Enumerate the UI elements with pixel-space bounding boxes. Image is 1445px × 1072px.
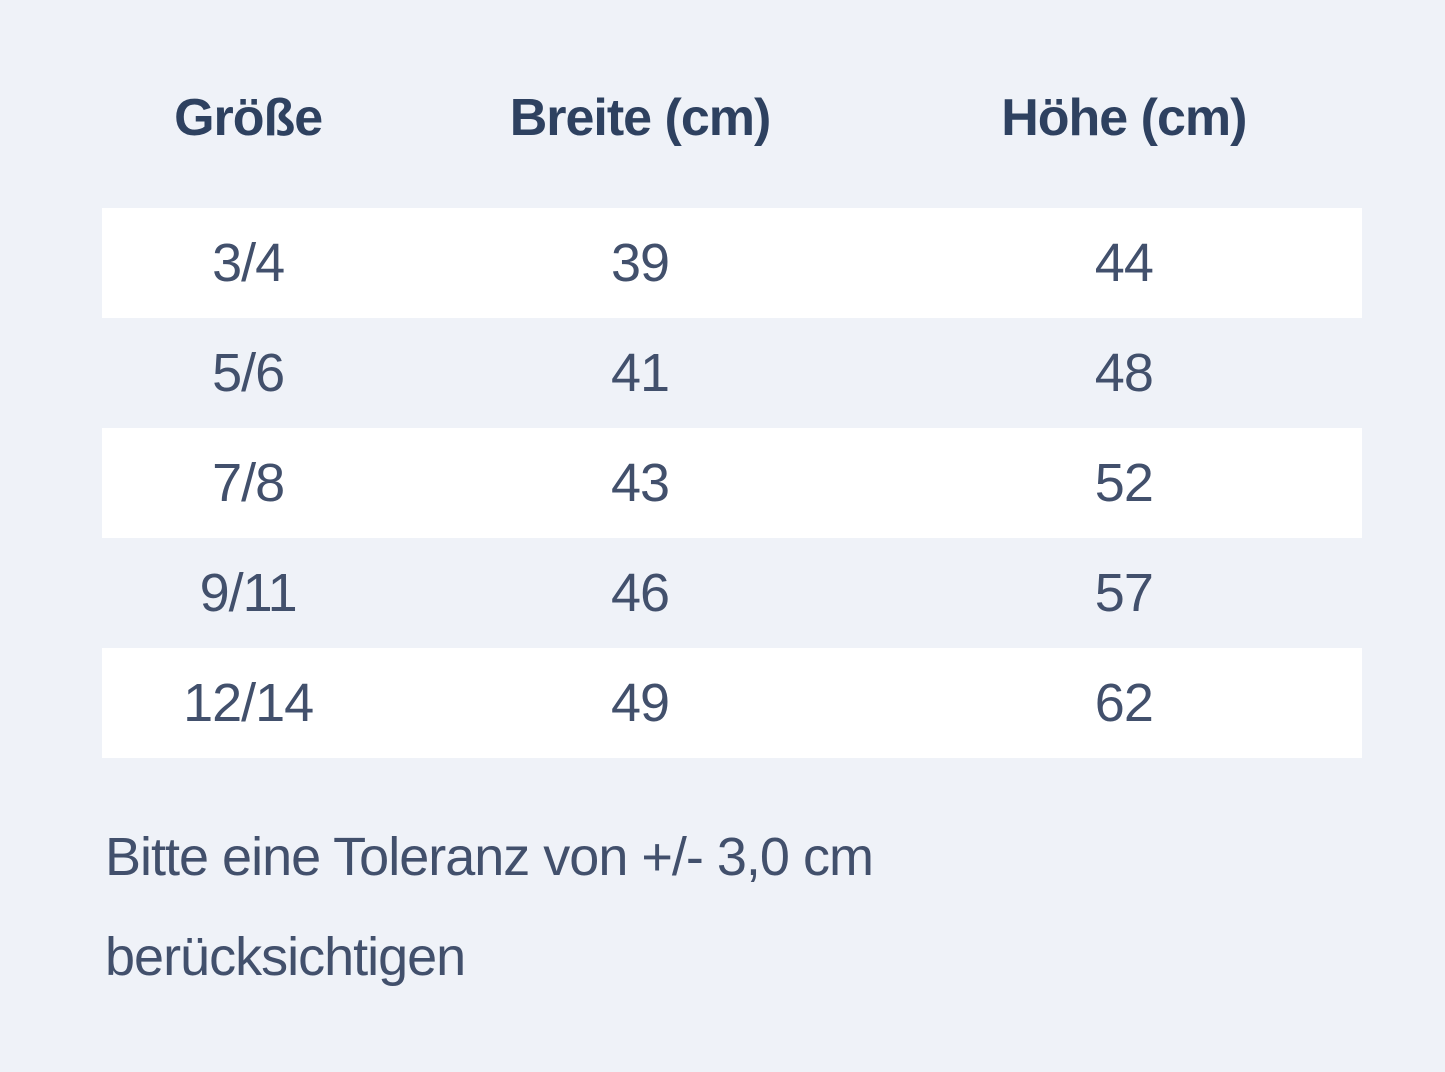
column-header-groesse: Größe: [174, 89, 323, 147]
cell-breite: 41: [610, 343, 670, 403]
size-chart-page: Größe Breite (cm) Höhe (cm) 3/4 39 44 5/…: [0, 62, 1445, 1072]
cell-size: 12/14: [183, 673, 314, 733]
cell-hoehe: 48: [1094, 343, 1154, 403]
size-table-header-row: Größe Breite (cm) Höhe (cm): [102, 62, 1362, 174]
cell-size: 9/11: [199, 563, 298, 623]
cell-breite: 43: [610, 453, 670, 513]
cell-hoehe: 44: [1094, 233, 1154, 293]
cell-hoehe: 52: [1094, 453, 1154, 513]
cell-breite: 49: [610, 673, 670, 733]
table-row: 5/6 41 48: [102, 318, 1362, 428]
column-header-hoehe: Höhe (cm): [1001, 89, 1247, 147]
size-table: Größe Breite (cm) Höhe (cm) 3/4 39 44 5/…: [102, 62, 1362, 758]
size-table-body: 3/4 39 44 5/6 41 48 7/8 43 52 9/11 46 57…: [102, 208, 1362, 758]
cell-size: 5/6: [212, 343, 285, 403]
cell-size: 3/4: [212, 233, 285, 293]
tolerance-note: Bitte eine Toleranz von +/- 3,0 cm berüc…: [105, 827, 874, 987]
table-row: 9/11 46 57: [102, 538, 1362, 648]
cell-hoehe: 57: [1094, 563, 1154, 623]
table-row: 3/4 39 44: [102, 208, 1362, 318]
column-header-breite: Breite (cm): [509, 89, 772, 147]
table-row: 7/8 43 52: [102, 428, 1362, 538]
cell-hoehe: 62: [1094, 673, 1154, 733]
cell-breite: 46: [610, 563, 670, 623]
table-row: 12/14 49 62: [102, 648, 1362, 758]
cell-size: 7/8: [212, 453, 285, 513]
cell-breite: 39: [610, 233, 670, 293]
